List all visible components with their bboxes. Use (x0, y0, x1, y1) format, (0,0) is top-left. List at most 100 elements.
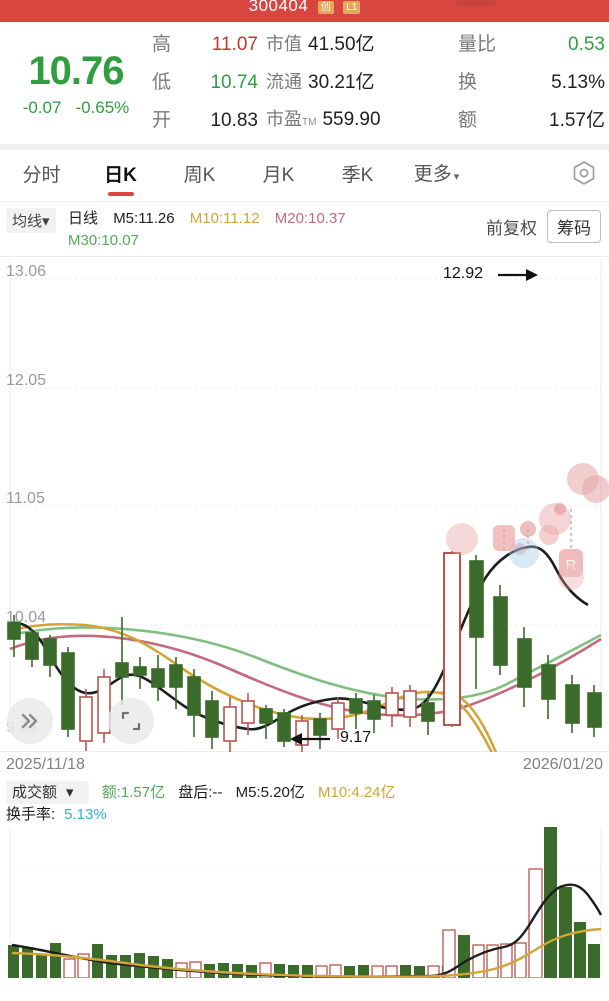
y-axis-label-1: 12.05 (6, 372, 47, 389)
value-open: 10.83 (210, 110, 258, 131)
trade-markers: R (446, 463, 609, 590)
tab-week-k-label: 周K (183, 164, 216, 186)
label-turnover: 换 (458, 72, 478, 93)
ma-m5: M5:11.26 (113, 210, 175, 227)
label-volume-ratio: 量比 (458, 34, 497, 55)
ma-right-controls: 前复权 筹码 (486, 210, 601, 243)
chevron-down-icon: ▾ (42, 213, 50, 230)
quote-row-amount: 额 1.57亿 (458, 105, 605, 141)
value-market-cap: 41.50亿 (308, 34, 375, 55)
volume-m10: M10:4.24亿 (317, 784, 396, 801)
fullscreen-button[interactable] (108, 698, 154, 744)
hexagon-gear-icon (570, 159, 598, 192)
settings-button[interactable] (561, 159, 607, 192)
volume-bars (8, 821, 600, 979)
annotation-arrows (290, 269, 538, 745)
value-high: 11.07 (211, 34, 258, 55)
volume-after-hours: 盘后:-- (178, 784, 223, 801)
ma-period-label: 日线 (68, 210, 99, 227)
label-float-cap: 流通 (266, 72, 302, 92)
tab-quarter-k-label: 季K (341, 164, 374, 186)
header-pill-decoration (455, 0, 497, 7)
price-change-pct: -0.65% (75, 98, 130, 117)
label-open: 开 (152, 110, 172, 131)
label-low: 低 (152, 72, 172, 93)
turnover-rate-value: 5.13% (64, 806, 107, 823)
ma-selector[interactable]: 均线▾ (6, 208, 56, 233)
section-divider (0, 144, 609, 150)
ma-legend-bar: 均线▾ 日线 M5:11.26 M10:11.12 M20:10.37 M30:… (0, 202, 609, 256)
label-high: 高 (152, 34, 172, 55)
tab-month-k-label: 月K (262, 164, 295, 186)
chip-distribution-button[interactable]: 筹码 (547, 210, 601, 243)
volume-amount: 额:1.57亿 (101, 784, 166, 801)
value-volume-ratio: 0.53 (568, 34, 605, 55)
chart-period-tabs: 分时 日K 周K 月K 季K 更多 ▾ (0, 150, 609, 202)
y-axis-label-3: 10.04 (6, 609, 47, 626)
label-pe-sup: TM (302, 117, 317, 128)
tab-more[interactable]: 更多 ▾ (397, 149, 476, 203)
svg-text:R: R (566, 557, 577, 574)
annotation-high-price: 12.92 (443, 265, 484, 282)
volume-canvas (8, 821, 603, 979)
tab-day-k-label: 日K (104, 164, 137, 186)
quote-col-activity: 量比 0.53 换 5.13% 额 1.57亿 (458, 26, 605, 144)
tab-day-k[interactable]: 日K (81, 150, 160, 202)
y-axis-label-2: 11.05 (6, 490, 45, 507)
adjust-mode-button[interactable]: 前复权 (486, 219, 537, 238)
value-low: 10.74 (210, 72, 258, 93)
tab-week-k[interactable]: 周K (160, 150, 239, 202)
quote-panel: 10.76 -0.07 -0.65% 高 11.07 低 10.74 开 10.… (0, 22, 609, 144)
fullscreen-icon (120, 710, 142, 732)
quote-col-valuation: 市值 41.50亿 流通 30.21亿 市盈 TM 559.90 (266, 26, 458, 144)
ma-m10: M10:11.12 (189, 210, 260, 227)
expand-left-button[interactable] (7, 698, 53, 744)
stock-code-group: 300404 创 L1 (248, 0, 361, 21)
date-end: 2026/01/20 (522, 755, 603, 773)
quote-price-block: 10.76 -0.07 -0.65% (0, 26, 152, 144)
value-turnover: 5.13% (551, 72, 605, 93)
turnover-rate-label: 换手率: (6, 806, 56, 823)
value-amount: 1.57亿 (549, 110, 605, 131)
quote-row-open: 开 10.83 (152, 105, 266, 141)
app-top-header: 300404 创 L1 (0, 0, 609, 22)
volume-m5: M5:5.20亿 (235, 784, 305, 801)
volume-indicator-selector[interactable]: 成交额 ▾ (6, 781, 89, 804)
k-line-canvas: R (7, 259, 609, 752)
annotation-low-price: 9.17 (340, 729, 372, 746)
chevron-down-icon: ▾ (453, 170, 460, 183)
tab-quarter-k[interactable]: 季K (318, 150, 397, 202)
quote-row-low: 低 10.74 (152, 67, 266, 103)
label-pe: 市盈 (266, 109, 302, 129)
tab-month-k[interactable]: 月K (239, 150, 318, 202)
value-float-cap: 30.21亿 (308, 72, 375, 93)
quote-row-high: 高 11.07 (152, 29, 266, 65)
quote-col-ohl: 高 11.07 低 10.74 开 10.83 (152, 26, 266, 144)
quote-row-pe: 市盈 TM 559.90 (266, 105, 458, 141)
price-change-abs: -0.07 (22, 98, 62, 117)
ma-m30: M30:10.07 (68, 232, 139, 249)
tab-fenshi[interactable]: 分时 (2, 150, 81, 202)
volume-chart[interactable] (0, 821, 609, 979)
value-pe: 559.90 (322, 109, 381, 130)
last-price: 10.76 (28, 49, 124, 93)
tab-fenshi-label: 分时 (22, 164, 61, 186)
price-change-group: -0.07 -0.65% (23, 98, 130, 118)
badge-level: L1 (343, 1, 361, 14)
ma-m20: M20:10.37 (274, 210, 346, 227)
chevrons-right-icon (18, 709, 42, 733)
volume-selector-label: 成交额 (12, 784, 58, 801)
quote-row-float: 流通 30.21亿 (266, 67, 458, 103)
tab-more-label: 更多 (413, 163, 452, 185)
label-market-cap: 市值 (266, 34, 302, 54)
stock-code: 300404 (248, 0, 309, 15)
k-line-chart[interactable]: R 13.06 12.05 11.05 10.04 9.03 12.92 9.1… (0, 256, 609, 752)
date-start: 2025/11/18 (6, 755, 85, 773)
date-axis-row: 2025/11/18 2026/01/20 (0, 751, 609, 777)
quote-row-marketcap: 市值 41.50亿 (266, 29, 458, 65)
chevron-down-icon: ▾ (66, 784, 74, 801)
candlesticks (7, 551, 602, 752)
volume-legend-bar: 成交额 ▾ 额:1.57亿 盘后:-- M5:5.20亿 M10:4.24亿 换手… (0, 777, 609, 827)
ma-values: 日线 M5:11.26 M10:11.12 M20:10.37 M30:10.0… (68, 208, 357, 252)
quote-row-volratio: 量比 0.53 (458, 29, 605, 65)
